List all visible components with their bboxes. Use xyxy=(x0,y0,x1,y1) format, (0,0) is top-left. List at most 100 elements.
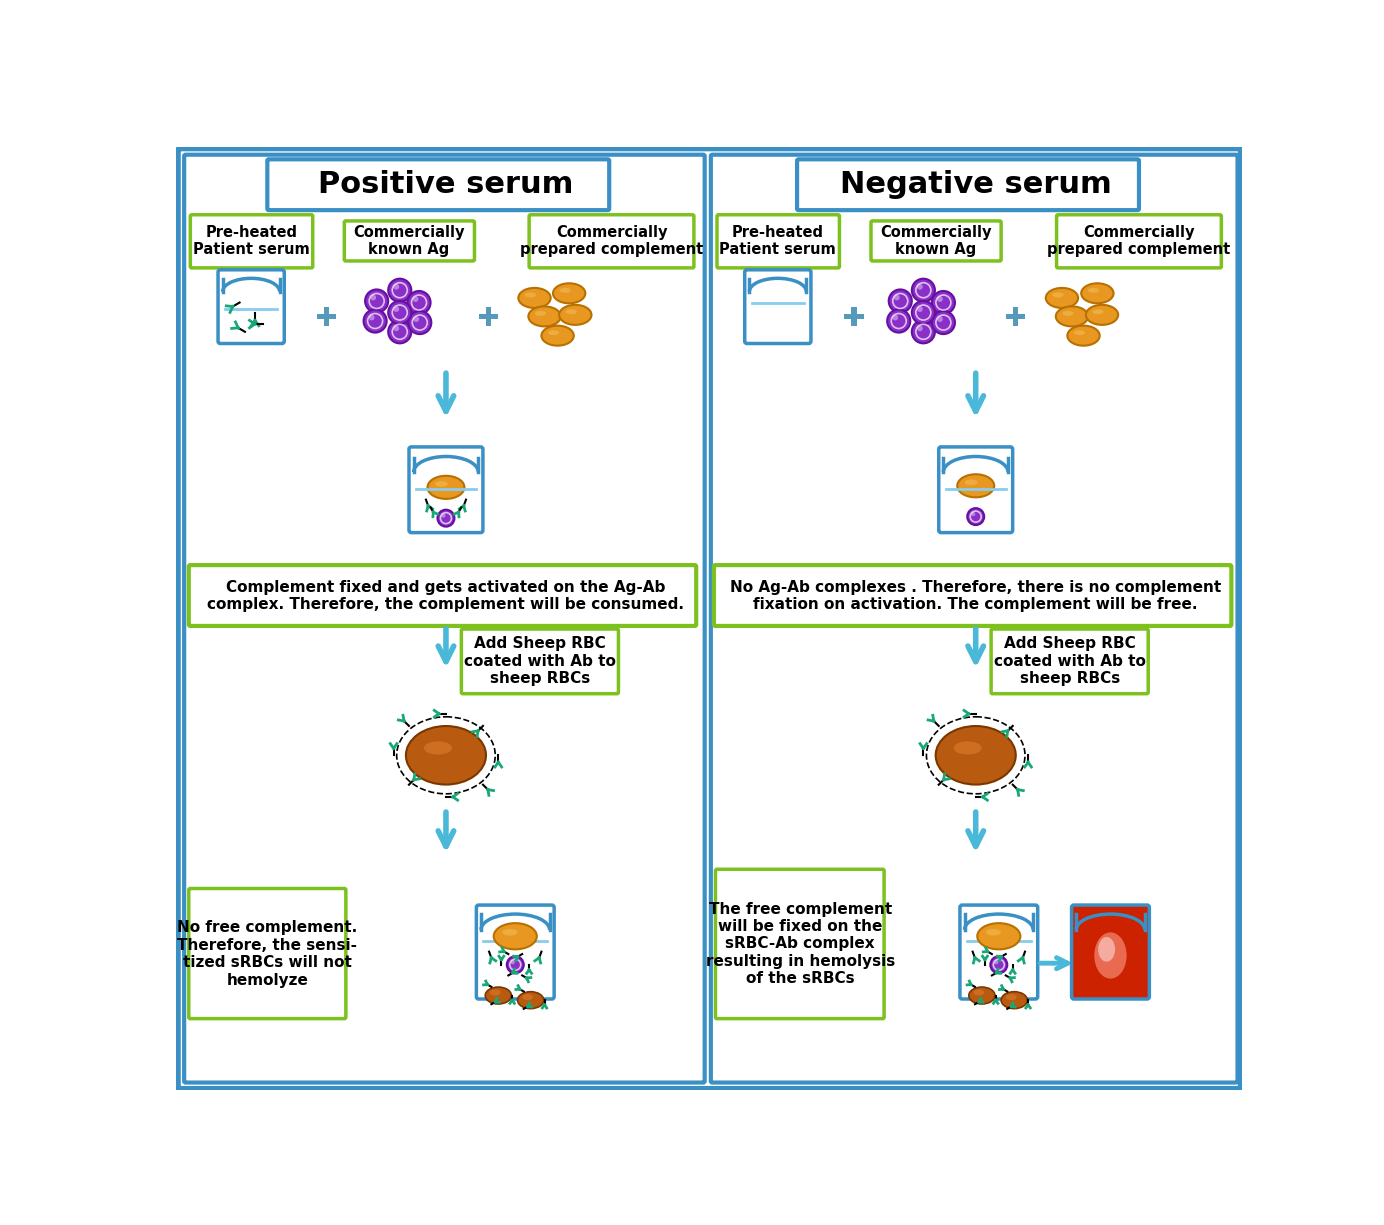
Ellipse shape xyxy=(958,474,994,497)
Ellipse shape xyxy=(1092,310,1103,315)
Bar xyxy=(1006,314,1026,318)
Text: Commercially
known Ag: Commercially known Ag xyxy=(353,224,465,257)
Text: Commercially
prepared complement: Commercially prepared complement xyxy=(520,224,703,257)
Circle shape xyxy=(889,289,912,312)
Bar xyxy=(479,314,498,318)
Circle shape xyxy=(912,278,936,301)
Ellipse shape xyxy=(1074,331,1085,336)
Text: Complement fixed and gets activated on the Ag-Ab
complex. Therefore, the complem: Complement fixed and gets activated on t… xyxy=(208,579,685,612)
Circle shape xyxy=(937,296,943,303)
FancyBboxPatch shape xyxy=(716,870,884,1019)
Bar xyxy=(324,306,329,326)
FancyBboxPatch shape xyxy=(188,565,696,626)
Circle shape xyxy=(937,316,943,322)
Circle shape xyxy=(918,306,923,312)
Text: Add Sheep RBC
coated with Ab to
sheep RBCs: Add Sheep RBC coated with Ab to sheep RB… xyxy=(994,637,1146,686)
FancyBboxPatch shape xyxy=(191,214,313,268)
Ellipse shape xyxy=(518,992,544,1008)
Ellipse shape xyxy=(936,726,1016,784)
Ellipse shape xyxy=(1056,306,1088,326)
Text: No free complement.
Therefore, the sensi-
tized sRBCs will not
hemolyze: No free complement. Therefore, the sensi… xyxy=(177,920,357,987)
Ellipse shape xyxy=(414,457,479,488)
Circle shape xyxy=(437,510,454,527)
Ellipse shape xyxy=(223,278,280,305)
FancyBboxPatch shape xyxy=(476,905,554,1000)
Ellipse shape xyxy=(1086,305,1118,325)
FancyBboxPatch shape xyxy=(461,628,619,693)
Ellipse shape xyxy=(1095,932,1127,979)
Circle shape xyxy=(931,292,955,314)
Circle shape xyxy=(967,508,984,526)
Bar xyxy=(486,306,491,326)
Ellipse shape xyxy=(954,741,981,755)
Ellipse shape xyxy=(554,283,585,304)
Circle shape xyxy=(912,301,936,325)
Ellipse shape xyxy=(482,914,549,946)
FancyBboxPatch shape xyxy=(745,270,811,343)
Ellipse shape xyxy=(973,990,984,996)
Circle shape xyxy=(393,284,399,289)
Ellipse shape xyxy=(424,741,453,755)
Ellipse shape xyxy=(502,929,518,936)
FancyBboxPatch shape xyxy=(711,154,1237,1083)
Circle shape xyxy=(364,310,386,332)
Ellipse shape xyxy=(428,475,465,499)
Circle shape xyxy=(912,320,936,343)
FancyBboxPatch shape xyxy=(184,154,704,1083)
Ellipse shape xyxy=(1052,293,1063,298)
Ellipse shape xyxy=(522,993,533,1000)
Circle shape xyxy=(408,311,432,334)
Ellipse shape xyxy=(494,924,537,949)
Text: Negative serum: Negative serum xyxy=(840,170,1111,200)
Circle shape xyxy=(972,512,976,516)
Circle shape xyxy=(407,292,430,314)
Bar xyxy=(1013,306,1019,326)
Ellipse shape xyxy=(435,481,448,486)
Ellipse shape xyxy=(1046,288,1078,307)
Circle shape xyxy=(511,960,515,964)
Bar xyxy=(851,306,857,326)
Circle shape xyxy=(931,311,955,334)
Text: The free complement
will be fixed on the
sRBC-Ab complex
resulting in hemolysis
: The free complement will be fixed on the… xyxy=(706,902,895,986)
Text: Add Sheep RBC
coated with Ab to
sheep RBCs: Add Sheep RBC coated with Ab to sheep RB… xyxy=(464,637,616,686)
Bar xyxy=(844,314,864,318)
FancyBboxPatch shape xyxy=(345,220,475,261)
Circle shape xyxy=(393,326,399,331)
Ellipse shape xyxy=(965,914,1032,946)
FancyBboxPatch shape xyxy=(1071,905,1149,1000)
Circle shape xyxy=(368,315,375,321)
Ellipse shape xyxy=(1077,914,1145,946)
FancyBboxPatch shape xyxy=(267,159,609,211)
Circle shape xyxy=(412,296,418,303)
Ellipse shape xyxy=(519,288,551,307)
Circle shape xyxy=(994,960,998,964)
Ellipse shape xyxy=(1067,326,1100,345)
FancyBboxPatch shape xyxy=(871,220,1001,261)
Ellipse shape xyxy=(985,929,1001,936)
FancyBboxPatch shape xyxy=(219,270,284,343)
Ellipse shape xyxy=(559,288,570,293)
Ellipse shape xyxy=(969,987,995,1004)
FancyBboxPatch shape xyxy=(1056,214,1221,268)
Ellipse shape xyxy=(749,278,807,305)
Text: No Ag-Ab complexes . Therefore, there is no complement
fixation on activation. T: No Ag-Ab complexes . Therefore, there is… xyxy=(731,579,1221,612)
Text: Pre-heated
Patient serum: Pre-heated Patient serum xyxy=(192,224,310,257)
Ellipse shape xyxy=(541,326,574,345)
Ellipse shape xyxy=(977,924,1020,949)
Circle shape xyxy=(894,295,900,300)
Ellipse shape xyxy=(406,726,486,784)
Ellipse shape xyxy=(1001,992,1027,1008)
Text: Commercially
prepared complement: Commercially prepared complement xyxy=(1048,224,1230,257)
Ellipse shape xyxy=(534,311,547,316)
FancyBboxPatch shape xyxy=(410,447,483,533)
Circle shape xyxy=(991,957,1008,973)
FancyBboxPatch shape xyxy=(960,905,1038,1000)
FancyBboxPatch shape xyxy=(714,565,1232,626)
Ellipse shape xyxy=(490,990,501,996)
Ellipse shape xyxy=(486,987,512,1004)
Ellipse shape xyxy=(1063,311,1074,316)
Circle shape xyxy=(918,326,923,331)
Circle shape xyxy=(414,316,419,322)
Bar xyxy=(317,314,336,318)
Circle shape xyxy=(887,310,911,332)
